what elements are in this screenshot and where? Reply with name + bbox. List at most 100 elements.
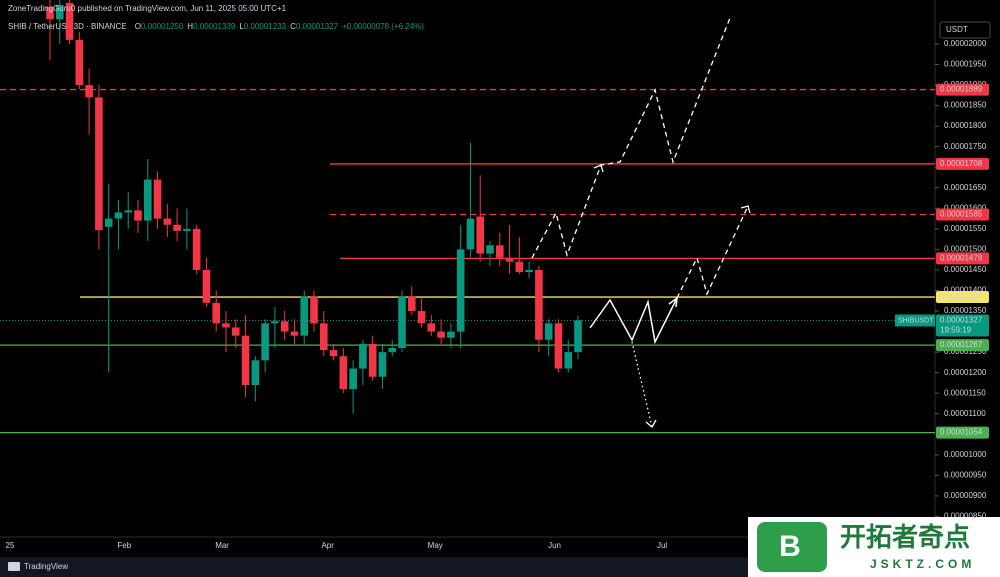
candle-body xyxy=(359,343,367,369)
candle-body xyxy=(505,257,514,262)
candle-body xyxy=(525,269,533,272)
level-tag xyxy=(936,252,989,265)
currency: USDT xyxy=(946,25,968,34)
candle-body xyxy=(173,224,181,231)
candle-body xyxy=(85,85,93,98)
levels xyxy=(0,88,935,434)
watermark-url: JSKTZ.COM xyxy=(870,557,975,571)
candle-body xyxy=(241,335,250,385)
arrow-head xyxy=(645,419,657,428)
candle-body xyxy=(153,179,162,219)
x-tick-label: 25 xyxy=(5,541,14,550)
projection-dotted xyxy=(631,341,653,428)
projection-dashed xyxy=(531,17,731,259)
level-label: 0.00001384 xyxy=(940,292,983,301)
candles xyxy=(46,0,582,414)
candle-body xyxy=(310,296,318,324)
candle-body xyxy=(349,368,357,390)
candle-body xyxy=(564,352,573,369)
ticker: SHIBUSDT xyxy=(898,317,934,324)
candle-body xyxy=(466,218,475,250)
change: +0.00000078 (+6.24%) xyxy=(342,22,424,31)
candle-body xyxy=(222,323,230,328)
projection-path xyxy=(589,297,678,345)
candle-body xyxy=(104,218,113,227)
y-tick-label: 0.00001200 xyxy=(944,368,987,377)
candle-body xyxy=(427,323,436,332)
candle-body xyxy=(75,39,84,86)
y-tick-label: 0.00001950 xyxy=(944,60,987,69)
candle-body xyxy=(192,228,201,270)
level-tag xyxy=(936,339,989,352)
candle-body xyxy=(368,343,377,377)
candle-body xyxy=(554,323,563,369)
x-tick-label: Mar xyxy=(215,541,229,550)
candle-body xyxy=(339,356,348,390)
candle-body xyxy=(183,228,191,231)
y-tick-label: 0.00001800 xyxy=(944,121,987,130)
candle-body xyxy=(55,4,64,20)
candle-body xyxy=(231,327,240,336)
y-tick-label: 0.00001600 xyxy=(944,203,987,212)
candle-body xyxy=(212,302,221,324)
level-tag xyxy=(936,208,989,221)
candle-body xyxy=(143,179,152,221)
candle-body xyxy=(134,210,142,221)
ohlc-value: 0.00001339 xyxy=(193,22,236,31)
watermark: B 开拓者奇点 JSKTZ.COM xyxy=(748,517,1000,577)
ohlc-value: 0.00001250 xyxy=(141,22,184,31)
y-tick-label: 0.00000850 xyxy=(944,512,987,521)
candle-body xyxy=(290,331,299,336)
x-tick-label: Jun xyxy=(548,541,561,550)
candle-body xyxy=(319,323,328,351)
candle-body xyxy=(388,348,397,353)
brand: TradingView xyxy=(24,562,68,571)
y-tick-label: 0.00001250 xyxy=(944,347,987,356)
candle-body xyxy=(114,212,123,219)
level-label: 0.00001585 xyxy=(940,210,983,219)
grid xyxy=(935,43,939,517)
brand-logo xyxy=(8,562,20,571)
ohlc-value: 0.00001327 xyxy=(296,22,339,31)
candle-body xyxy=(437,331,445,338)
y-tick-label: 0.00000950 xyxy=(944,470,987,479)
candle-body xyxy=(280,321,289,332)
projection-dashed xyxy=(676,205,749,299)
level-tag xyxy=(936,291,989,304)
candle-body xyxy=(95,97,103,231)
ohlc-prefix: H xyxy=(187,22,193,31)
x-axis: 25 Feb Mar Apr May Jun Jul xyxy=(5,541,667,550)
level-label: 0.00001267 xyxy=(940,340,983,349)
candle-body xyxy=(46,6,54,20)
candle-body xyxy=(544,323,553,340)
y-tick-label: 0.00001500 xyxy=(944,245,987,254)
candle-body xyxy=(271,321,279,324)
ohlc-prefix: L xyxy=(239,22,244,31)
legend: SHIB / TetherUS · 3D · BINANCE O0.000012… xyxy=(8,22,424,31)
level-label: 0.00001054 xyxy=(940,428,983,437)
watermark-logo xyxy=(757,522,827,572)
watermark-title: 开拓者奇点 xyxy=(840,522,970,552)
candle-body xyxy=(535,269,543,340)
last-price-tag xyxy=(936,314,989,337)
candle-body xyxy=(251,360,260,385)
y-tick-label: 0.00001150 xyxy=(944,388,986,397)
countdown: 19:59:19 xyxy=(940,326,972,335)
x-tick-label: Jul xyxy=(657,541,667,550)
y-tick-label: 0.00000900 xyxy=(944,491,987,500)
candle-body xyxy=(486,245,494,254)
candle-body xyxy=(261,323,269,361)
level-label: 0.00001708 xyxy=(940,159,983,168)
candle-body xyxy=(574,320,582,353)
symbol: SHIB / TetherUS · 3D · BINANCE xyxy=(8,22,127,31)
candle-body xyxy=(163,218,172,225)
currency-box xyxy=(939,21,991,39)
candle-body xyxy=(495,245,504,258)
candle-body xyxy=(329,350,338,357)
candle-body xyxy=(378,352,387,377)
y-tick-label: 0.00001100 xyxy=(944,409,986,418)
y-axis: 0.000020000.000019500.000019000.00001850… xyxy=(895,39,989,521)
publisher: ZoneTradingGuru0 published on TradingVie… xyxy=(8,4,287,13)
candle-body xyxy=(476,216,485,254)
